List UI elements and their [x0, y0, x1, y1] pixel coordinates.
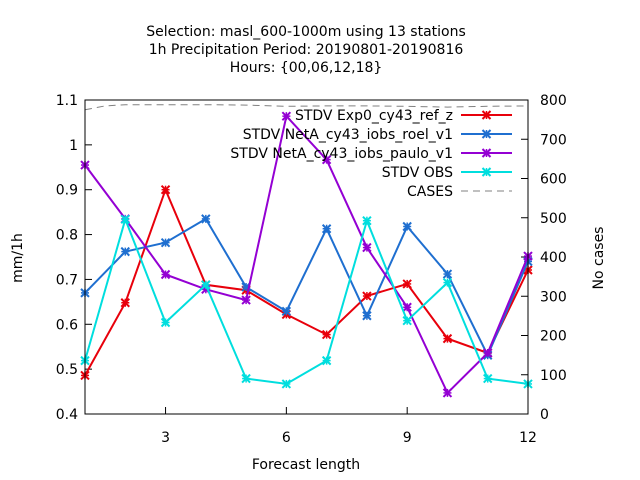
y2-tick-label: 700 [540, 132, 567, 148]
data-point [402, 315, 412, 326]
y2-tick-label: 0 [540, 407, 549, 423]
legend-marker [481, 110, 492, 120]
legend-item: CASES [407, 184, 512, 200]
y2-tick-label: 400 [540, 250, 567, 266]
y-tick-label: 0.5 [56, 362, 78, 378]
data-point [120, 214, 130, 225]
data-point [402, 221, 412, 232]
title-line-2: 1h Precipitation Period: 20190801-201908… [149, 42, 464, 58]
data-point [362, 291, 372, 301]
y2-axis-label: No cases [591, 227, 607, 290]
y2-tick-label: 600 [540, 172, 567, 188]
legend-label: STDV OBS [382, 165, 453, 181]
data-point [281, 111, 292, 121]
y2-tick-label: 300 [540, 289, 567, 305]
y-tick-label: 0.6 [56, 317, 78, 333]
series-line [84, 104, 529, 111]
series-0 [80, 185, 533, 381]
y-tick-label: 1.1 [56, 93, 78, 109]
chart-title: Selection: masl_600-1000m using 13 stati… [146, 24, 466, 76]
data-point [321, 154, 332, 165]
y-tick-label: 0.4 [56, 407, 78, 423]
legend: STDV Exp0_cy43_ref_z STDV NetA_cy43_iobs_… [230, 108, 512, 200]
legend-marker [481, 148, 492, 158]
data-point [241, 295, 251, 305]
data-point [120, 298, 130, 308]
legend-marker [481, 129, 492, 139]
data-point [160, 185, 171, 195]
y2-tick-label: 500 [540, 211, 567, 227]
x-tick-label: 3 [161, 430, 170, 446]
x-axis-label: Forecast length [252, 457, 360, 473]
series-layer [80, 104, 533, 398]
series-2 [80, 111, 533, 398]
legend-label: STDV NetA_cy43_iobs_roel_v1 [243, 127, 453, 143]
data-point [201, 280, 211, 290]
legend-label: CASES [407, 184, 453, 200]
data-point [281, 379, 292, 389]
data-point [201, 214, 211, 224]
series-line [84, 216, 529, 385]
data-point [362, 242, 372, 253]
data-point [483, 348, 493, 358]
x-tick-label: 12 [519, 430, 537, 446]
y-axis-label: mm/1h [10, 233, 26, 283]
data-point [442, 269, 453, 279]
data-point [402, 302, 412, 312]
data-point [321, 224, 332, 234]
data-point [160, 317, 171, 328]
data-point [321, 355, 332, 366]
data-point [362, 215, 372, 226]
legend-marker [481, 167, 492, 177]
data-point [442, 333, 453, 344]
data-point [483, 373, 493, 384]
y2-tick-label: 100 [540, 368, 567, 384]
data-point [160, 237, 171, 248]
series-line [84, 114, 529, 395]
y-tick-label: 0.8 [56, 228, 78, 244]
series-line [84, 217, 529, 358]
legend-item: STDV NetA_cy43_iobs_paulo_v1 [230, 146, 512, 162]
y-tick-label: 1 [69, 138, 78, 154]
legend-label: STDV NetA_cy43_iobs_paulo_v1 [230, 146, 453, 162]
y2-tick-label: 200 [540, 329, 567, 345]
series-4 [84, 104, 529, 111]
legend-item: STDV NetA_cy43_iobs_roel_v1 [243, 127, 512, 143]
data-point [241, 373, 251, 384]
legend-item: STDV Exp0_cy43_ref_z [295, 108, 512, 124]
data-point [362, 311, 372, 321]
y2-tick-label: 800 [540, 93, 567, 109]
data-point [442, 277, 453, 288]
data-point [402, 279, 412, 289]
legend-item: STDV OBS [382, 165, 512, 181]
x-tick-label: 6 [282, 430, 291, 446]
y-tick-label: 0.7 [56, 272, 78, 288]
x-tick-label: 9 [403, 430, 412, 446]
title-line-1: Selection: masl_600-1000m using 13 stati… [146, 24, 466, 40]
plot-frame [84, 99, 529, 415]
data-point [321, 329, 332, 340]
title-line-3: Hours: {00,06,12,18} [230, 60, 383, 76]
y-tick-label: 0.9 [56, 183, 78, 199]
data-point [120, 246, 130, 257]
data-point [442, 388, 453, 398]
series-line [84, 186, 529, 376]
series-3 [80, 214, 533, 389]
data-point [160, 269, 171, 280]
legend-label: STDV Exp0_cy43_ref_z [295, 108, 453, 124]
axes: 0.4 0.5 0.6 0.7 0.8 0.9 1 1.1 0 100 200 300 400 500 60… [56, 93, 567, 446]
data-point [281, 306, 292, 316]
